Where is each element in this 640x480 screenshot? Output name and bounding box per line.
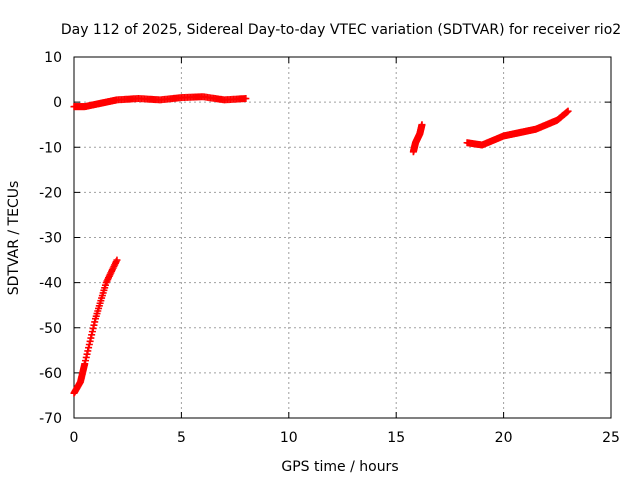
data-point-marker xyxy=(418,121,426,129)
series-flat-arc xyxy=(70,93,250,111)
axis-ticks: 0 5 10 15 20 25 10 0 -10 -20 -30 -40 -50 -60 -70 xyxy=(39,50,620,446)
grid-lines xyxy=(74,57,611,418)
x-tick-label: 20 xyxy=(495,430,513,446)
series-morning-arc xyxy=(70,256,121,397)
chart-title: Day 112 of 2025, Sidereal Day-to-day VTE… xyxy=(61,22,621,38)
y-tick-label: -20 xyxy=(39,185,62,201)
y-tick-label: 0 xyxy=(53,95,62,111)
y-tick-label: -60 xyxy=(39,366,62,382)
y-tick-label: -50 xyxy=(39,321,62,337)
y-tick-label: -30 xyxy=(39,231,62,247)
series-afternoon-arc xyxy=(409,121,426,156)
y-tick-label: -10 xyxy=(39,140,62,156)
data-point-marker xyxy=(564,107,572,115)
data-points xyxy=(70,93,572,397)
y-axis-label: SDTVAR / TECUs xyxy=(6,181,22,296)
y-tick-label: 10 xyxy=(44,50,62,66)
y-tick-label: -70 xyxy=(39,411,62,427)
x-tick-label: 0 xyxy=(70,430,79,446)
series-evening-arc xyxy=(463,107,572,149)
x-tick-label: 10 xyxy=(280,430,298,446)
x-tick-label: 25 xyxy=(602,430,620,446)
data-point-marker xyxy=(113,256,121,264)
x-tick-label: 5 xyxy=(177,430,186,446)
x-axis-label: GPS time / hours xyxy=(281,459,398,475)
x-tick-label: 15 xyxy=(387,430,405,446)
y-tick-label: -40 xyxy=(39,276,62,292)
data-point-marker xyxy=(242,95,250,103)
